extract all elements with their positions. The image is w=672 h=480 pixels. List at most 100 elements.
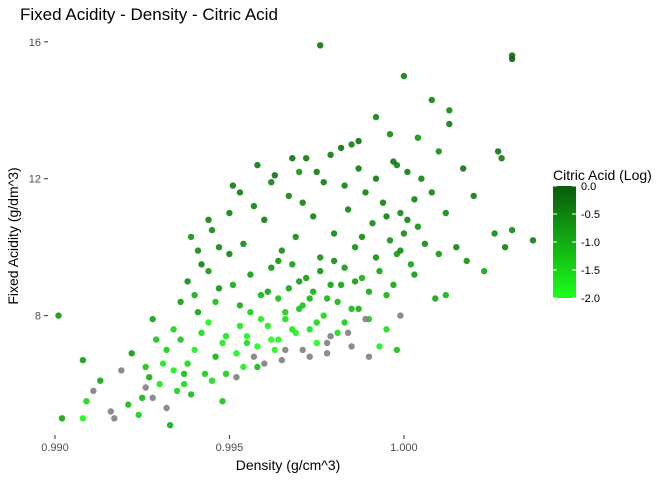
data-point xyxy=(407,261,415,268)
data-point xyxy=(296,278,303,285)
data-point xyxy=(463,257,470,265)
data-point xyxy=(142,384,149,391)
data-point xyxy=(173,387,181,395)
data-point xyxy=(271,346,278,354)
data-point xyxy=(435,250,442,258)
data-point xyxy=(285,285,292,292)
data-point xyxy=(397,247,404,254)
data-point xyxy=(229,281,237,288)
y-tick-label: 12 xyxy=(29,174,41,186)
data-point xyxy=(163,404,170,412)
data-point xyxy=(327,281,334,288)
data-point xyxy=(282,309,289,316)
data-point xyxy=(264,322,271,330)
data-point xyxy=(348,141,355,148)
data-point xyxy=(414,223,422,230)
data-point xyxy=(358,233,366,241)
data-point xyxy=(355,137,362,145)
data-point xyxy=(411,271,418,278)
data-point xyxy=(212,353,219,360)
legend-tick-label: -1.5 xyxy=(581,265,600,277)
data-point xyxy=(243,333,251,340)
data-point xyxy=(442,209,449,217)
data-point xyxy=(390,281,397,288)
x-tick-label: 0.995 xyxy=(216,442,244,454)
data-point xyxy=(79,415,87,422)
data-point xyxy=(508,55,516,63)
x-tick-label: 0.990 xyxy=(41,442,69,454)
data-point xyxy=(149,315,156,323)
data-point xyxy=(250,202,258,210)
points-layer xyxy=(55,42,537,429)
data-point xyxy=(421,240,429,247)
data-point xyxy=(170,326,177,333)
data-point xyxy=(282,346,289,354)
data-point xyxy=(240,240,247,247)
data-point xyxy=(529,237,537,244)
data-point xyxy=(264,288,271,295)
data-point xyxy=(313,319,320,326)
data-point xyxy=(317,254,324,261)
data-point xyxy=(128,350,135,357)
data-point xyxy=(240,363,247,371)
data-point xyxy=(372,113,380,121)
data-point xyxy=(418,175,425,182)
data-point xyxy=(268,179,275,186)
data-point xyxy=(149,394,156,401)
y-axis: 8 12 16 xyxy=(29,37,48,323)
data-point xyxy=(208,377,216,384)
data-point xyxy=(323,295,331,302)
data-point xyxy=(205,216,212,223)
data-point xyxy=(344,206,352,213)
data-point xyxy=(348,305,355,312)
data-point xyxy=(170,367,177,374)
data-point xyxy=(320,179,327,186)
data-point xyxy=(432,295,439,302)
data-point xyxy=(177,336,184,343)
data-point xyxy=(205,319,212,326)
data-point xyxy=(275,336,282,343)
data-point xyxy=(135,411,142,419)
data-point xyxy=(296,168,303,176)
data-point xyxy=(215,285,223,292)
data-point xyxy=(317,267,324,275)
data-point xyxy=(383,291,390,299)
data-point xyxy=(351,278,359,285)
data-point xyxy=(481,267,488,275)
data-point xyxy=(337,281,345,288)
data-point xyxy=(376,343,383,350)
data-point xyxy=(296,305,303,312)
data-point xyxy=(254,363,261,371)
data-point xyxy=(317,42,324,49)
data-point xyxy=(310,213,317,220)
data-point xyxy=(226,209,233,217)
data-point xyxy=(139,394,146,401)
data-point xyxy=(428,96,435,104)
data-point xyxy=(261,216,268,223)
data-point xyxy=(386,237,394,244)
data-point xyxy=(261,360,268,367)
data-point xyxy=(330,257,338,265)
data-point xyxy=(247,271,254,278)
data-point xyxy=(501,244,509,251)
data-point xyxy=(327,151,334,158)
data-point xyxy=(107,408,115,415)
data-point xyxy=(435,148,442,155)
data-point xyxy=(446,107,453,114)
data-point xyxy=(58,415,66,422)
data-point xyxy=(341,182,348,189)
data-point xyxy=(411,196,418,203)
data-point xyxy=(303,274,310,282)
data-point xyxy=(55,312,62,319)
data-point xyxy=(278,356,285,364)
data-point xyxy=(491,230,498,237)
data-point xyxy=(386,131,394,138)
data-point xyxy=(470,192,477,200)
data-point xyxy=(191,346,198,354)
legend-color-bar xyxy=(553,186,576,298)
data-point xyxy=(355,305,362,312)
data-point xyxy=(275,295,282,302)
data-point xyxy=(442,291,449,299)
data-point xyxy=(194,247,202,254)
data-point xyxy=(257,291,265,299)
